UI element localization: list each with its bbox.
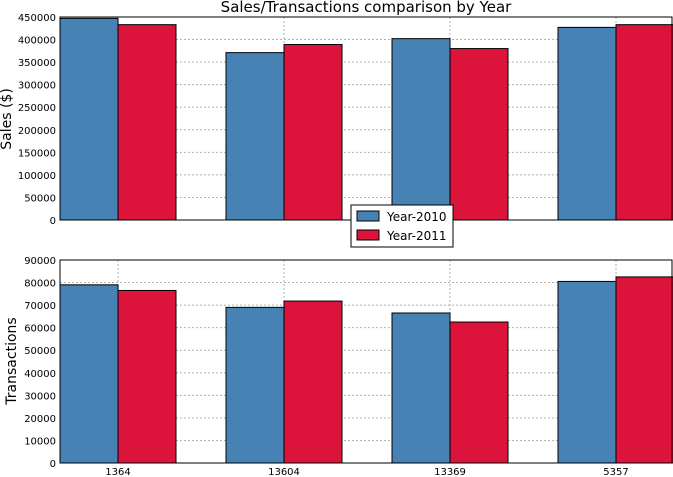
sales-y-tick-label: 0 [50,216,56,227]
transactions-y-tick-label: 60000 [24,324,56,335]
transactions-y-tick-label: 70000 [24,301,56,312]
chart-title: Sales/Transactions comparison by Year [221,0,512,16]
transactions-x-tick-label: 5357 [603,467,628,477]
sales-axis-label: Sales ($) [0,88,15,150]
sales-y-tick-label: 350000 [18,58,56,69]
sales-y-tick-label: 100000 [18,171,56,182]
transactions-bar-year-2011 [283,300,343,464]
sales-y-tick-label: 50000 [24,193,56,204]
transactions-x-tick-label: 13369 [434,467,466,477]
sales-bar-year-2010 [391,38,451,221]
transactions-y-tick-label: 40000 [24,369,56,380]
transactions-bar-year-2011 [449,321,509,464]
sales-bar-year-2011 [283,44,343,221]
sales-bar-year-2011 [117,24,177,221]
transactions-plot-frame [59,259,673,464]
sales-y-tick-label: 250000 [18,103,56,114]
transactions-x-tick-label: 1364 [105,467,130,477]
legend-label-year-2011: Year-2011 [386,229,447,243]
sales-bar-year-2010 [225,52,285,221]
sales-y-tick-label: 450000 [18,13,56,24]
sales-bar-year-2011 [615,24,673,221]
transactions-axis-label: Transactions [4,317,20,405]
sales-bar-year-2010 [59,17,119,221]
transactions-bar-year-2010 [225,306,285,464]
legend: Year-2010 Year-2011 [350,204,454,248]
sales-panel: 0 50000 100000 150000 200000 250000 300000 3500… [18,13,673,227]
transactions-bar-year-2010 [59,284,119,464]
transactions-y-tick-label: 0 [50,459,56,470]
legend-swatch-year-2011 [356,229,380,241]
sales-y-tick-label: 400000 [18,36,56,47]
sales-y-tick-label: 200000 [18,126,56,137]
sales-bar-year-2010 [557,26,617,221]
transactions-bar-year-2010 [557,280,617,464]
sales-y-tick-label: 300000 [18,81,56,92]
sales-bar-year-2011 [449,48,509,221]
transactions-bar-year-2011 [615,276,673,464]
transactions-x-tick-label: 13604 [268,467,300,477]
transactions-bar-year-2010 [391,312,451,464]
transactions-y-tick-label: 90000 [24,256,56,267]
sales-y-tick-label: 150000 [18,148,56,159]
transactions-y-tick-label: 10000 [24,436,56,447]
transactions-y-tick-label: 30000 [24,391,56,402]
transactions-y-tick-label: 50000 [24,346,56,357]
legend-label-year-2010: Year-2010 [386,210,447,224]
transactions-y-tick-label: 20000 [24,414,56,425]
transactions-panel: 0 10000 20000 30000 40000 50000 60000 70000 8000… [24,256,673,477]
transactions-y-tick-label: 80000 [24,279,56,290]
transactions-bar-year-2011 [117,289,177,464]
legend-swatch-year-2010 [356,210,380,222]
